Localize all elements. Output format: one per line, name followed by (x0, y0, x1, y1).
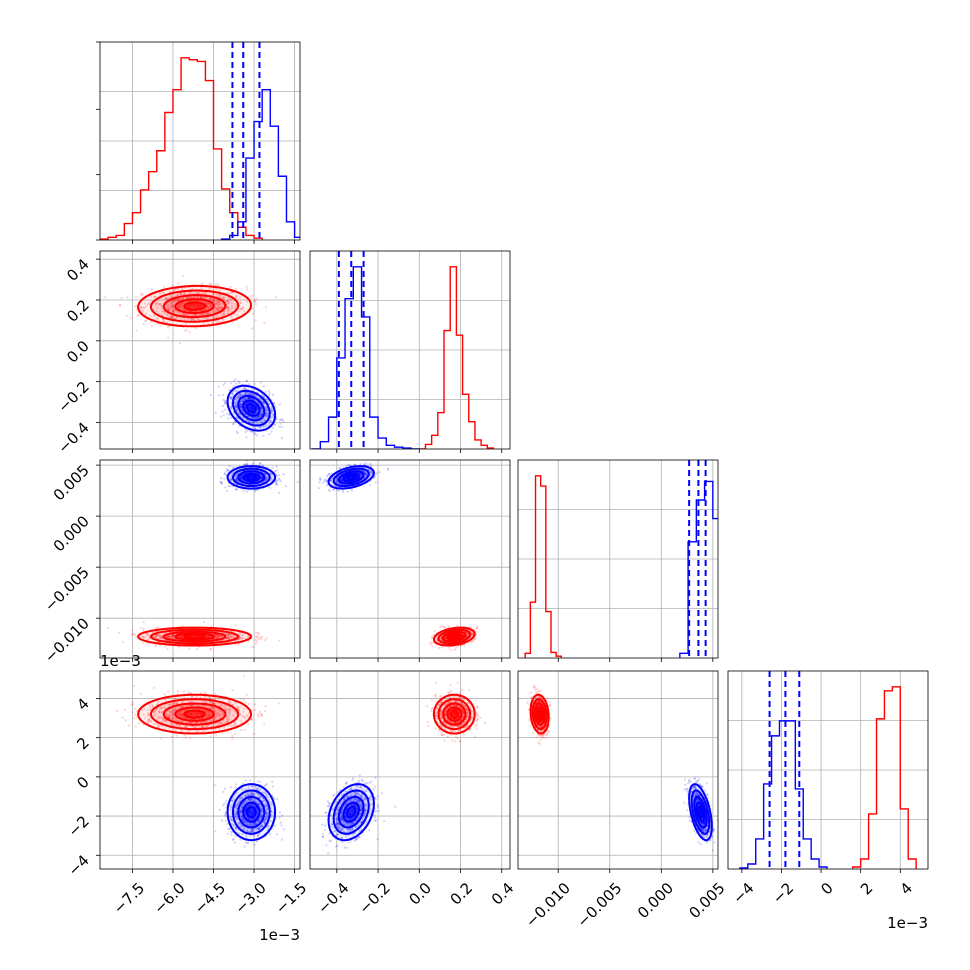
y-offset-label-p4: 1e−3 (100, 652, 141, 670)
density-contour (183, 301, 206, 311)
histogram-panel-p3 (518, 460, 718, 658)
density-contour (137, 284, 253, 328)
scatter-panel-p1-p2 (100, 251, 300, 449)
y-tick-label-p4: 0 (73, 773, 92, 792)
x-tick-label-p1: −4.5 (191, 879, 229, 917)
x-tick-label-p1: −6.0 (150, 879, 188, 917)
histogram-step-p4 (852, 686, 917, 869)
x-tick-label-p3: 0.000 (634, 879, 677, 922)
y-tick-label-p2: −0.2 (54, 378, 92, 416)
y-tick-label-p4: −4 (64, 851, 92, 879)
histogram-step-p1 (220, 89, 300, 240)
histogram-step-p3 (524, 475, 562, 658)
density-contour (183, 633, 207, 640)
density-contour (537, 709, 543, 719)
x-tick-label-p2: −0.2 (355, 879, 393, 917)
density-contour (183, 709, 206, 719)
density-contour (174, 298, 215, 314)
y-tick-label-p4: 2 (73, 734, 92, 753)
density-contour (449, 709, 459, 719)
histogram-panel-p4 (728, 671, 928, 869)
density-contour (242, 801, 261, 823)
axes-frame (517, 670, 719, 870)
axes-frame (99, 670, 301, 870)
density-contour (246, 474, 257, 481)
histogram-step-p2 (311, 266, 420, 449)
x-tick-label-p3: −0.010 (522, 879, 574, 931)
density-contour (137, 693, 253, 735)
axes-frame (727, 670, 929, 870)
density-contour (432, 693, 476, 735)
density-contour (162, 294, 227, 319)
y-tick-label-p2: 0.4 (63, 255, 93, 285)
axes-frame (309, 459, 511, 659)
x-tick-label-p2: −0.4 (314, 879, 352, 917)
x-tick-label-p2: 0.4 (488, 879, 518, 909)
x-tick-label-p1: −3.0 (231, 879, 269, 917)
axes-frame (99, 459, 301, 659)
histogram-step-p2 (418, 266, 495, 449)
density-contour (231, 389, 271, 427)
y-tick-label-p3: −0.010 (41, 614, 93, 666)
scatter-panel-p2-p4 (310, 671, 510, 869)
x-tick-label-p1: −7.5 (110, 879, 148, 917)
density-contour (346, 806, 357, 819)
density-contour (246, 403, 257, 414)
x-tick-label-p2: 0.2 (447, 879, 477, 909)
x-tick-label-p3: −0.005 (574, 879, 626, 931)
density-contour (162, 702, 227, 726)
density-contour (697, 806, 704, 819)
y-tick-label-p2: 0.2 (63, 296, 93, 326)
x-tick-label-p2: 0.0 (405, 879, 435, 909)
histogram-panel-p1 (100, 42, 300, 240)
x-tick-label-p4: −4 (729, 879, 757, 907)
density-contour (446, 706, 463, 722)
density-contour (226, 384, 277, 432)
x-tick-label-p4: 0 (817, 879, 836, 898)
x-tick-label-p4: 2 (857, 879, 876, 898)
axes-frame (99, 250, 301, 450)
histogram-step-p3 (679, 480, 718, 658)
axes-frame (309, 250, 511, 450)
histogram-step-p4 (739, 720, 828, 869)
density-contour (332, 789, 370, 835)
density-contour (174, 706, 215, 722)
density-contour (246, 806, 257, 819)
density-contour (449, 633, 459, 640)
histogram-panel-p2 (310, 251, 510, 449)
scatter-panel-p2-p3 (310, 460, 510, 658)
axes-frame (517, 459, 719, 659)
density-contour (346, 474, 357, 481)
x-tick-label-p4: 4 (897, 879, 916, 898)
y-tick-label-p3: −0.005 (41, 563, 93, 615)
axes-frame (309, 670, 511, 870)
x-offset-label-p4: 1e−3 (887, 914, 928, 932)
x-tick-label-p1: −1.5 (272, 879, 310, 917)
y-tick-label-p2: 0.0 (63, 337, 93, 367)
x-offset-label-p1: 1e−3 (259, 926, 300, 944)
y-tick-label-p3: 0.005 (50, 461, 93, 504)
x-tick-label-p3: 0.005 (685, 879, 728, 922)
density-contour (690, 789, 711, 835)
scatter-panel-p1-p3 (100, 460, 300, 658)
y-tick-label-p4: −2 (64, 812, 92, 840)
scatter-panel-p1-p4 (100, 671, 300, 869)
histogram-step-p1 (100, 57, 263, 240)
density-contour (332, 467, 370, 487)
density-contour (327, 783, 375, 842)
scatter-panel-p3-p4 (518, 671, 718, 869)
density-contour (226, 783, 277, 842)
y-tick-label-p4: 4 (73, 695, 92, 714)
axes-frame (99, 41, 301, 241)
density-contour (237, 795, 266, 829)
y-tick-label-p3: 0.000 (50, 512, 93, 555)
y-tick-label-p2: −0.4 (54, 419, 92, 457)
x-tick-label-p4: −2 (769, 879, 797, 907)
